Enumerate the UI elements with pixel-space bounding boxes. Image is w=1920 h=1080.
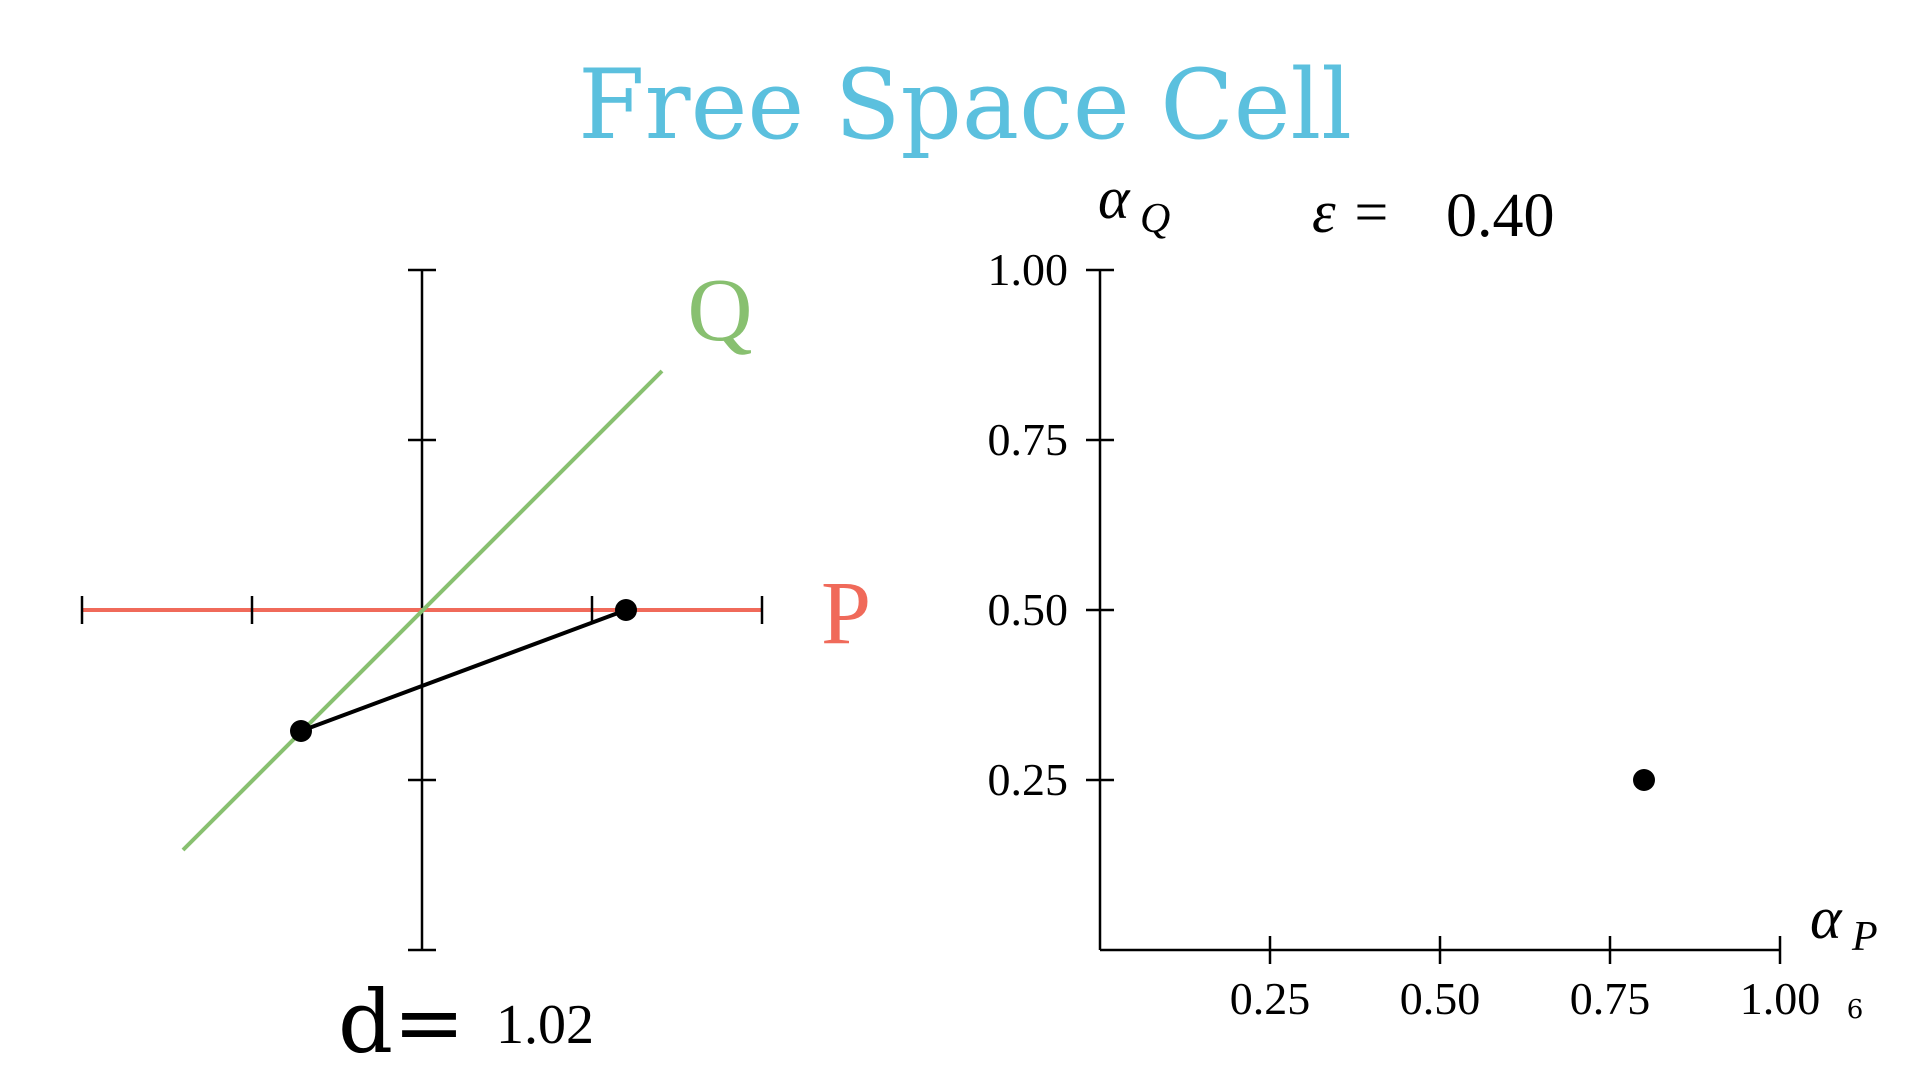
epsilon-value: 0.40	[1446, 182, 1555, 250]
x-tick-label: 1.00	[1740, 973, 1821, 1024]
distance-line	[300, 608, 627, 733]
page-title: Free Space Cell	[578, 49, 1352, 161]
data-points	[1633, 769, 1655, 791]
free-space-plot: 0.25 0.50 0.75 1.00 0.25 0.50 0.75 1.00 α Q ε =…	[988, 165, 1878, 1025]
data-point	[1633, 769, 1655, 791]
axis-ticks: 0.25 0.50 0.75 1.00 0.25 0.50 0.75 1.00	[988, 244, 1821, 1024]
label-q: Q	[688, 261, 753, 360]
x-tick-label: 0.50	[1400, 973, 1481, 1024]
y-tick-label: 0.50	[988, 584, 1069, 635]
point-on-q	[290, 720, 312, 742]
segment-q	[181, 369, 664, 852]
y-axis-label-subscript: Q	[1140, 196, 1170, 242]
label-p: P	[821, 564, 871, 663]
y-axis-label: α	[1098, 165, 1131, 231]
y-tick-label: 0.25	[988, 754, 1069, 805]
y-tick-label: 1.00	[988, 244, 1069, 295]
page-number: 6	[1847, 995, 1864, 1025]
distance-value: 1.02	[496, 994, 594, 1056]
point-on-p	[615, 599, 637, 621]
y-tick-label: 0.75	[988, 414, 1069, 465]
segment-diagram: Q P d= 1.02	[80, 261, 871, 1073]
x-axis-label: α	[1810, 885, 1843, 951]
epsilon-label: ε =	[1312, 179, 1391, 245]
x-tick-label: 0.25	[1230, 973, 1311, 1024]
distance-label: d=	[338, 973, 465, 1073]
x-axis-label-subscript: P	[1851, 914, 1878, 960]
x-tick-label: 0.75	[1570, 973, 1651, 1024]
